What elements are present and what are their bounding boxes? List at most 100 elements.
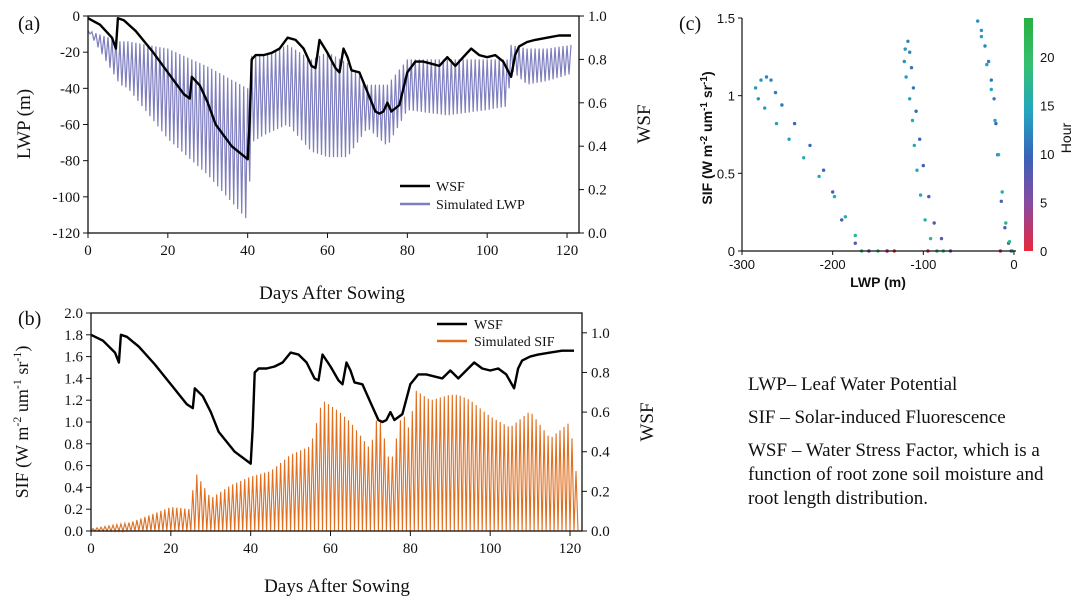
panel-a-ticks: 0 20 40 60 80 100 120 0 -20 -40 -60 -80 -100 -120 0.0 0…: [53, 9, 608, 259]
x-tick-label: 40: [243, 541, 258, 557]
scatter-point: [808, 143, 812, 148]
panel-b-label: (b): [18, 308, 41, 330]
y-tick-label: 1.2: [64, 393, 83, 409]
x-tick-label: 0: [84, 243, 92, 259]
scatter-point: [831, 190, 835, 194]
scatter-point: [976, 19, 980, 23]
scatter-point: [993, 118, 997, 123]
panel-b: (b) 0 20 40 60 80 100 120 0.0 0.2 0.4 0.6 0.8 1.0 1.2…: [10, 306, 658, 597]
scatter-point: [853, 233, 857, 238]
scatter-point: [843, 215, 848, 219]
scatter-point: [774, 121, 779, 126]
x-tick-label: 100: [479, 541, 502, 557]
scatter-point: [918, 137, 922, 141]
y-tick-label: 0.6: [64, 459, 83, 475]
scatter-point: [840, 218, 844, 222]
x-tick-label: -100: [910, 257, 936, 272]
panel-c: (c) -300 -200 -100 0 0 0.5 1 1.5 LWP (m) SIF (W…: [679, 11, 1074, 290]
x-tick-label: 80: [403, 541, 418, 557]
y-tick-label: 2.0: [64, 306, 83, 322]
scatter-point: [780, 103, 784, 107]
y-tick-label: -20: [60, 45, 80, 61]
y-tick-label: 0.4: [64, 480, 83, 496]
scatter-point: [996, 153, 1001, 157]
scatter-point: [979, 34, 984, 39]
note-wsf: WSF – Water Stress Factor, which is a fu…: [748, 440, 1044, 509]
scatter-point: [939, 236, 944, 241]
y2-tick-label: 0.6: [588, 96, 607, 112]
panel-a-label: (a): [18, 13, 40, 35]
y-tick-label: -120: [53, 226, 81, 242]
y-tick-label: -60: [60, 118, 80, 134]
note-lwp: LWP– Leaf Water Potential: [748, 374, 958, 395]
scatter-point: [918, 193, 923, 197]
y-tick-label: 1.5: [717, 11, 735, 26]
scatter-point: [773, 90, 778, 95]
scatter-point: [979, 28, 984, 33]
x-tick-label: 20: [160, 243, 175, 259]
panel-b-y-axis-label: SIF (W m-2 um-1 sr-1): [10, 346, 33, 499]
scatter-point: [1000, 190, 1004, 194]
simulated-lwp-series: [87, 30, 572, 219]
wsf-line-a: [87, 17, 571, 161]
scatter-point: [985, 62, 989, 67]
sif-line: [90, 390, 579, 534]
legend-label-wsf-b: WSF: [474, 318, 503, 333]
y-tick-label: -40: [60, 81, 80, 97]
scatter-point: [802, 156, 806, 160]
y2-tick-label: 1.0: [588, 9, 607, 25]
scatter-point: [853, 241, 857, 245]
y2-tick-label: 1.0: [591, 326, 610, 342]
scatter-point: [1007, 240, 1012, 244]
scatter-point: [909, 66, 914, 70]
y-tick-label: 0.0: [64, 524, 83, 540]
scatter-point: [910, 118, 915, 123]
scatter-point: [986, 59, 991, 64]
panel-b-legend: WSF Simulated SIF: [437, 318, 555, 350]
y-tick-label: 1.8: [64, 328, 83, 344]
scatter-point: [832, 194, 837, 199]
colorbar-tick-label: 5: [1040, 195, 1047, 210]
wsf-series-a: [87, 17, 571, 161]
y2-tick-label: 0.4: [591, 445, 610, 461]
scatter-point: [932, 221, 936, 225]
legend-label-wsf-a: WSF: [436, 180, 465, 195]
colorbar-label: Hour: [1058, 122, 1074, 153]
x-tick-label: 60: [320, 243, 335, 259]
scatter-point: [903, 47, 907, 51]
scatter-point: [753, 86, 758, 90]
abbreviation-notes: LWP– Leaf Water Potential SIF – Solar-in…: [748, 373, 1078, 520]
panel-b-y2-axis-label: WSF: [637, 402, 658, 441]
scatter-point: [1004, 221, 1008, 225]
y2-tick-label: 0.0: [591, 524, 610, 540]
panel-c-y-axis-label: SIF (W m-2 um-1 sr-1): [699, 71, 715, 204]
scatter-point: [989, 78, 993, 82]
scatter-point: [759, 78, 763, 82]
y-tick-label: -80: [60, 154, 80, 170]
scatter-point: [994, 121, 998, 126]
y2-tick-label: 0.2: [591, 484, 610, 500]
scatter-point: [769, 78, 773, 82]
y-tick-label: 1.0: [64, 415, 83, 431]
scatter-point: [908, 50, 912, 54]
colorbar-tick-label: 10: [1040, 147, 1054, 162]
x-tick-label: -300: [729, 257, 755, 272]
scatter-point: [921, 163, 925, 168]
y2-tick-label: 0.6: [591, 405, 610, 421]
panel-a-y-axis-label: LWP (m): [14, 89, 35, 159]
y2-tick-label: 0.8: [588, 52, 607, 68]
y-tick-label: 0.2: [64, 502, 83, 518]
scatter-point: [904, 75, 908, 79]
scatter-point: [908, 97, 912, 101]
panel-c-ticks: -300 -200 -100 0 0 0.5 1 1.5: [717, 11, 1018, 272]
y-tick-label: 0.5: [717, 166, 735, 181]
y2-tick-label: 0.2: [588, 183, 607, 199]
y-tick-label: 1.6: [64, 350, 83, 366]
scatter-point: [989, 87, 993, 92]
scatter-point: [756, 97, 760, 101]
scatter-point: [792, 121, 797, 126]
scatter-point: [821, 168, 826, 172]
scatter-point: [764, 75, 769, 79]
panel-c-x-axis-label: LWP (m): [850, 274, 906, 290]
